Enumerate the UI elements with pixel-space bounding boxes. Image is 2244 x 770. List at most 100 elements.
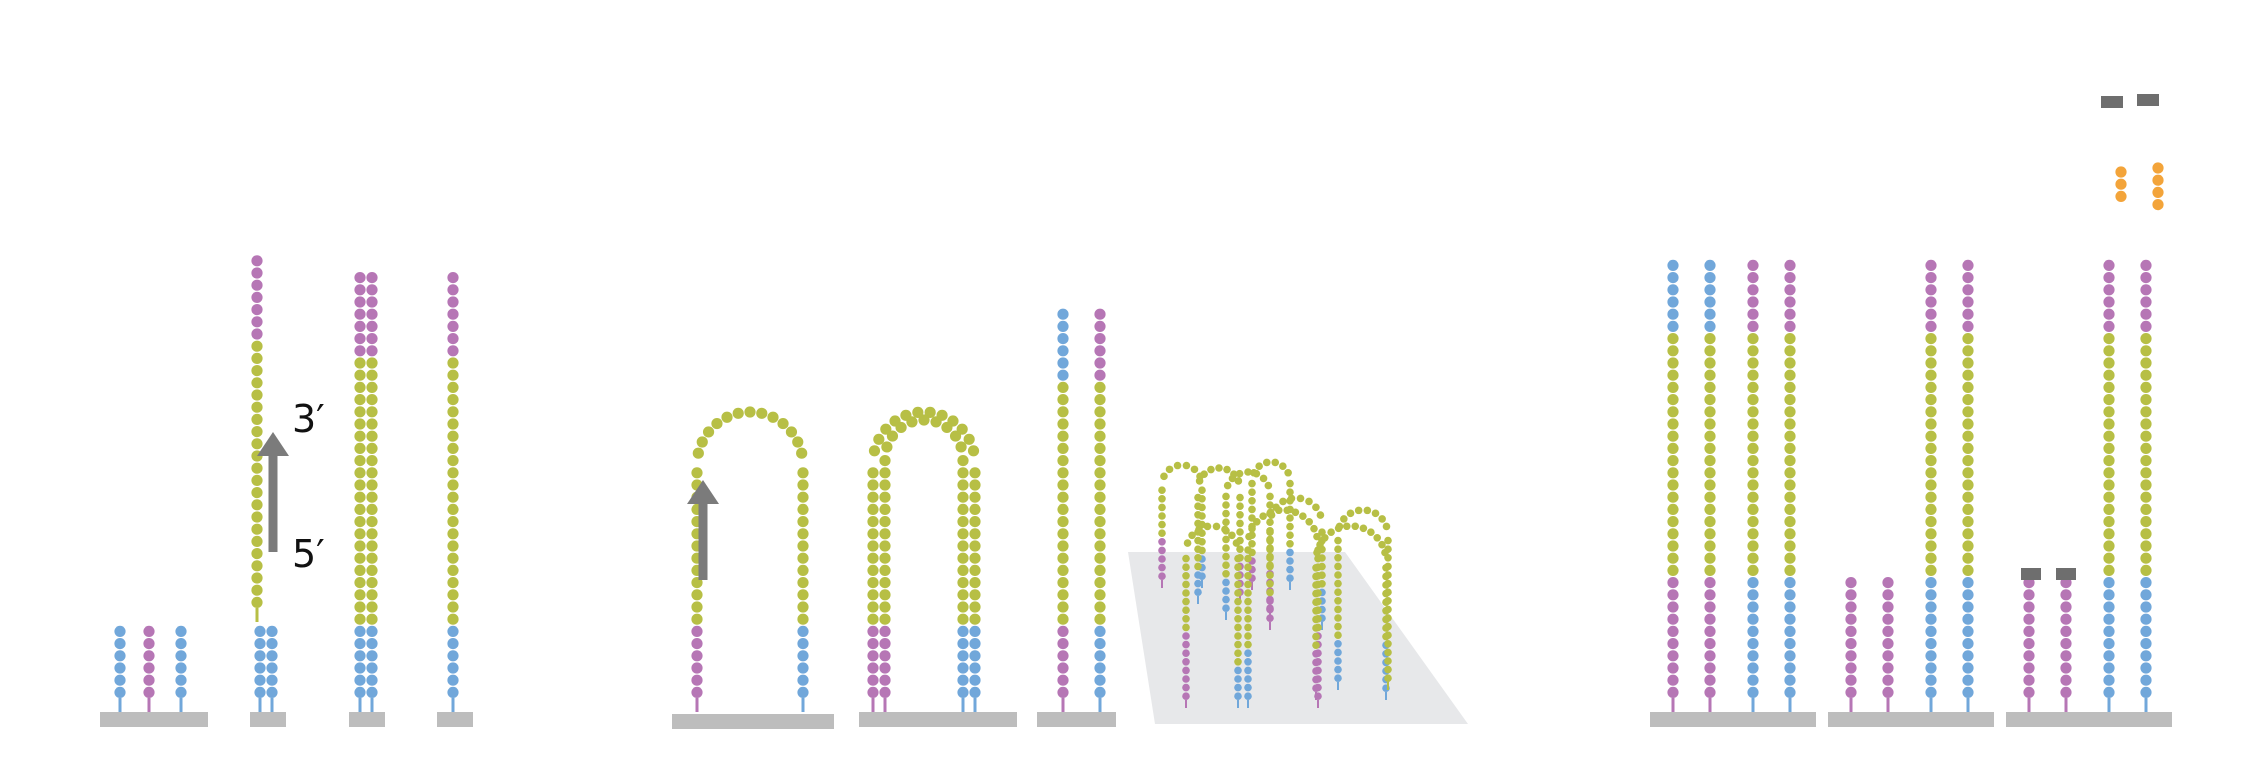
nucleotide (354, 357, 366, 369)
nucleotide (1194, 588, 1202, 596)
nucleotide (251, 438, 263, 450)
nucleotide (1845, 638, 1857, 650)
nucleotide (2115, 190, 2127, 202)
blocked-stub-b (2060, 577, 2072, 712)
nucleotide (1244, 615, 1252, 623)
nucleotide (1925, 345, 1937, 357)
nucleotide (1962, 528, 1974, 540)
nucleotide (1264, 481, 1273, 490)
nucleotide (1784, 601, 1796, 613)
nucleotide (1962, 589, 1974, 601)
primer-strand-a (2115, 166, 2127, 202)
nucleotide (1925, 674, 1937, 686)
nucleotide (1882, 686, 1894, 699)
nucleotide (2103, 686, 2115, 699)
nucleotide (1234, 572, 1242, 580)
nucleotide (1667, 296, 1679, 308)
nucleotide (1962, 662, 1974, 674)
nucleotide (969, 564, 981, 577)
nucleotide (1704, 674, 1716, 686)
nucleotide (1704, 516, 1716, 528)
nucleotide (1182, 692, 1190, 700)
arrow-head (257, 432, 289, 456)
nucleotide (2103, 650, 2115, 662)
sequencing-strand-b (2140, 259, 2152, 712)
nucleotide (691, 613, 703, 625)
nucleotide (1384, 631, 1392, 639)
nucleotide (1962, 613, 1974, 625)
nucleotide (1305, 517, 1313, 526)
nucleotide (1962, 686, 1974, 699)
nucleotide (1312, 632, 1320, 641)
nucleotide (1962, 577, 1974, 589)
nucleotide (2023, 638, 2035, 650)
nucleotide (1784, 589, 1796, 601)
nucleotide (1784, 296, 1796, 308)
primer-strand-b (2152, 162, 2164, 211)
nucleotide (2103, 601, 2115, 613)
nucleotide (1248, 540, 1256, 548)
nucleotide (1704, 540, 1716, 552)
linear-strand-purple-base-b (1704, 259, 1716, 712)
nucleotide (1094, 455, 1106, 467)
nucleotide (797, 479, 809, 491)
surface-bar-bridge2 (859, 712, 1017, 727)
nucleotide (143, 662, 155, 674)
nucleotide (1286, 574, 1294, 582)
nucleotide (1194, 519, 1202, 528)
nucleotide (251, 499, 263, 511)
nucleotide (1259, 512, 1267, 520)
nucleotide (2140, 503, 2152, 515)
nucleotide (447, 638, 459, 650)
nucleotide (366, 284, 378, 296)
nucleotide (957, 467, 969, 479)
nucleotide (1222, 552, 1230, 561)
nucleotide (114, 625, 126, 638)
nucleotide (1160, 472, 1168, 481)
nucleotide (1747, 662, 1759, 674)
nucleotide (1704, 320, 1716, 332)
nucleotide (2140, 467, 2152, 479)
nucleotide (2140, 333, 2152, 345)
nucleotide (366, 589, 378, 601)
nucleotide (1158, 520, 1166, 529)
nucleotide (1747, 650, 1759, 662)
nucleotide (1312, 572, 1320, 581)
nucleotide (1287, 494, 1296, 503)
nucleotide (918, 414, 930, 426)
nucleotide (1057, 381, 1069, 393)
nucleotide (1266, 537, 1274, 545)
surface-bar-cleaved (1828, 712, 1994, 727)
nucleotide (1234, 477, 1243, 485)
nucleotide (2140, 601, 2152, 613)
nucleotide (1367, 528, 1375, 536)
nucleotide (969, 503, 981, 515)
nucleotide (2023, 662, 2035, 674)
nucleotide (1925, 491, 1937, 503)
nucleotide (354, 638, 366, 650)
nucleotide (1667, 613, 1679, 625)
nucleotide (2140, 357, 2152, 369)
nucleotide (447, 296, 459, 308)
surface-bar-step1 (100, 712, 208, 727)
nucleotide (2060, 674, 2072, 686)
nucleotide (1925, 589, 1937, 601)
nucleotide (930, 416, 942, 428)
nucleotide (1704, 259, 1716, 271)
nucleotide (1335, 522, 1344, 531)
nucleotide (1234, 666, 1242, 675)
nucleotide (867, 564, 879, 577)
nucleotide (691, 467, 703, 479)
nucleotide (1094, 625, 1106, 638)
nucleotide (949, 430, 962, 442)
nucleotide (1747, 479, 1759, 491)
nucleotide (1704, 662, 1716, 674)
nucleotide (1667, 284, 1679, 296)
nucleotide (1182, 615, 1190, 623)
nucleotide (1962, 540, 1974, 552)
adapter-strand-purple (143, 625, 155, 712)
nucleotide (1312, 615, 1320, 624)
nucleotide (143, 625, 155, 638)
nucleotide (1266, 597, 1274, 605)
nucleotide (1845, 625, 1857, 638)
